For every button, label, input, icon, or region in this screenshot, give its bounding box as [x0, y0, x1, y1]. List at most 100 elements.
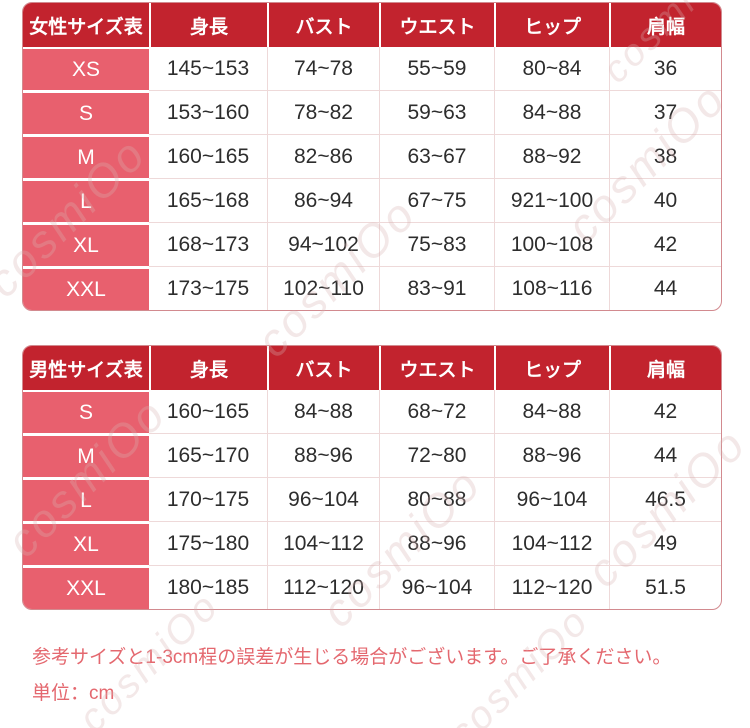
men-size-table: 男性サイズ表 身長 バスト ウエスト ヒップ 肩幅 S 160~165 84~88 68~72 8…: [23, 346, 721, 609]
column-header-cell: ウエスト: [379, 346, 494, 390]
column-header-cell: 肩幅: [609, 3, 721, 47]
table-title-cell: 女性サイズ表: [23, 3, 149, 47]
value-cell: 55~59: [379, 47, 494, 90]
value-cell: 42: [609, 222, 721, 266]
column-header-cell: 身長: [149, 3, 267, 47]
value-cell: 86~94: [267, 178, 379, 222]
women-table-body: XS 145~153 74~78 55~59 80~84 36 S 153~160 78~82 5…: [23, 47, 721, 310]
value-cell: 40: [609, 178, 721, 222]
value-cell: 100~108: [494, 222, 609, 266]
notes-block: 参考サイズと1-3cm程の誤差が生じる場合がございます。ご了承ください。 単位：…: [32, 640, 750, 712]
size-label-cell: S: [23, 90, 149, 134]
value-cell: 78~82: [267, 90, 379, 134]
value-cell: 96~104: [379, 565, 494, 609]
column-header-cell: ウエスト: [379, 3, 494, 47]
size-label-cell: XXL: [23, 266, 149, 310]
value-cell: 83~91: [379, 266, 494, 310]
value-cell: 72~80: [379, 433, 494, 477]
value-cell: 59~63: [379, 90, 494, 134]
table-title-cell: 男性サイズ表: [23, 346, 149, 390]
size-label-cell: S: [23, 390, 149, 433]
table-row: XXL 173~175 102~110 83~91 108~116 44: [23, 266, 721, 310]
value-cell: 102~110: [267, 266, 379, 310]
value-cell: 112~120: [494, 565, 609, 609]
column-header-cell: ヒップ: [494, 346, 609, 390]
value-cell: 80~84: [494, 47, 609, 90]
value-cell: 153~160: [149, 90, 267, 134]
value-cell: 36: [609, 47, 721, 90]
value-cell: 44: [609, 266, 721, 310]
size-label-cell: M: [23, 433, 149, 477]
column-header-cell: 肩幅: [609, 346, 721, 390]
unit-note: 単位：cm: [32, 683, 115, 704]
value-cell: 63~67: [379, 134, 494, 178]
table-row: XXL 180~185 112~120 96~104 112~120 51.5: [23, 565, 721, 609]
value-cell: 175~180: [149, 521, 267, 565]
value-cell: 51.5: [609, 565, 721, 609]
value-cell: 88~92: [494, 134, 609, 178]
column-header-cell: バスト: [267, 3, 379, 47]
table-row: XS 145~153 74~78 55~59 80~84 36: [23, 47, 721, 90]
value-cell: 80~88: [379, 477, 494, 521]
women-size-table: 女性サイズ表 身長 バスト ウエスト ヒップ 肩幅 XS 145~153 74~78 55~59…: [23, 3, 721, 310]
value-cell: 108~116: [494, 266, 609, 310]
value-cell: 96~104: [267, 477, 379, 521]
value-cell: 75~83: [379, 222, 494, 266]
table-row: S 160~165 84~88 68~72 84~88 42: [23, 390, 721, 433]
men-header-row: 男性サイズ表 身長 バスト ウエスト ヒップ 肩幅: [23, 346, 721, 390]
value-cell: 921~100: [494, 178, 609, 222]
table-row: M 160~165 82~86 63~67 88~92 38: [23, 134, 721, 178]
tolerance-note: 参考サイズと1-3cm程の誤差が生じる場合がございます。ご了承ください。: [32, 647, 672, 668]
value-cell: 88~96: [379, 521, 494, 565]
column-header-cell: ヒップ: [494, 3, 609, 47]
value-cell: 104~112: [267, 521, 379, 565]
value-cell: 67~75: [379, 178, 494, 222]
value-cell: 170~175: [149, 477, 267, 521]
value-cell: 88~96: [267, 433, 379, 477]
value-cell: 165~168: [149, 178, 267, 222]
value-cell: 94~102: [267, 222, 379, 266]
value-cell: 88~96: [494, 433, 609, 477]
value-cell: 96~104: [494, 477, 609, 521]
value-cell: 49: [609, 521, 721, 565]
size-label-cell: XL: [23, 521, 149, 565]
value-cell: 173~175: [149, 266, 267, 310]
value-cell: 44: [609, 433, 721, 477]
value-cell: 37: [609, 90, 721, 134]
table-row: L 165~168 86~94 67~75 921~100 40: [23, 178, 721, 222]
value-cell: 82~86: [267, 134, 379, 178]
size-label-cell: L: [23, 477, 149, 521]
size-label-cell: XS: [23, 47, 149, 90]
size-label-cell: L: [23, 178, 149, 222]
table-row: XL 168~173 94~102 75~83 100~108 42: [23, 222, 721, 266]
value-cell: 38: [609, 134, 721, 178]
value-cell: 104~112: [494, 521, 609, 565]
value-cell: 160~165: [166, 399, 250, 423]
size-label-cell: M: [23, 134, 149, 178]
size-label-cell: XL: [23, 222, 149, 266]
value-cell: 112~120: [267, 565, 379, 609]
women-size-table-card: 女性サイズ表 身長 バスト ウエスト ヒップ 肩幅 XS 145~153 74~78 55~59…: [22, 2, 722, 311]
value-cell: 46.5: [609, 477, 721, 521]
value-cell: 180~185: [149, 565, 267, 609]
value-cell: 165~170: [149, 433, 267, 477]
column-header-cell: バスト: [267, 346, 379, 390]
size-label-cell: XXL: [23, 565, 149, 609]
value-cell: 84~88: [267, 390, 379, 433]
value-cell: 68~72: [379, 390, 494, 433]
value-cell: 42: [609, 390, 721, 433]
table-row: L 170~175 96~104 80~88 96~104 46.5: [23, 477, 721, 521]
value-cell: 145~153: [166, 56, 250, 80]
column-header-cell: 身長: [149, 346, 267, 390]
value-cell: 160~165: [149, 134, 267, 178]
table-row: M 165~170 88~96 72~80 88~96 44: [23, 433, 721, 477]
table-row: XL 175~180 104~112 88~96 104~112 49: [23, 521, 721, 565]
men-table-body: S 160~165 84~88 68~72 84~88 42 M 165~170 88~96 72…: [23, 390, 721, 609]
men-size-table-card: 男性サイズ表 身長 バスト ウエスト ヒップ 肩幅 S 160~165 84~88 68~72 8…: [22, 345, 722, 610]
value-cell: 84~88: [494, 390, 609, 433]
table-row: S 153~160 78~82 59~63 84~88 37: [23, 90, 721, 134]
women-header-row: 女性サイズ表 身長 バスト ウエスト ヒップ 肩幅: [23, 3, 721, 47]
value-cell: 168~173: [149, 222, 267, 266]
value-cell: 84~88: [494, 90, 609, 134]
